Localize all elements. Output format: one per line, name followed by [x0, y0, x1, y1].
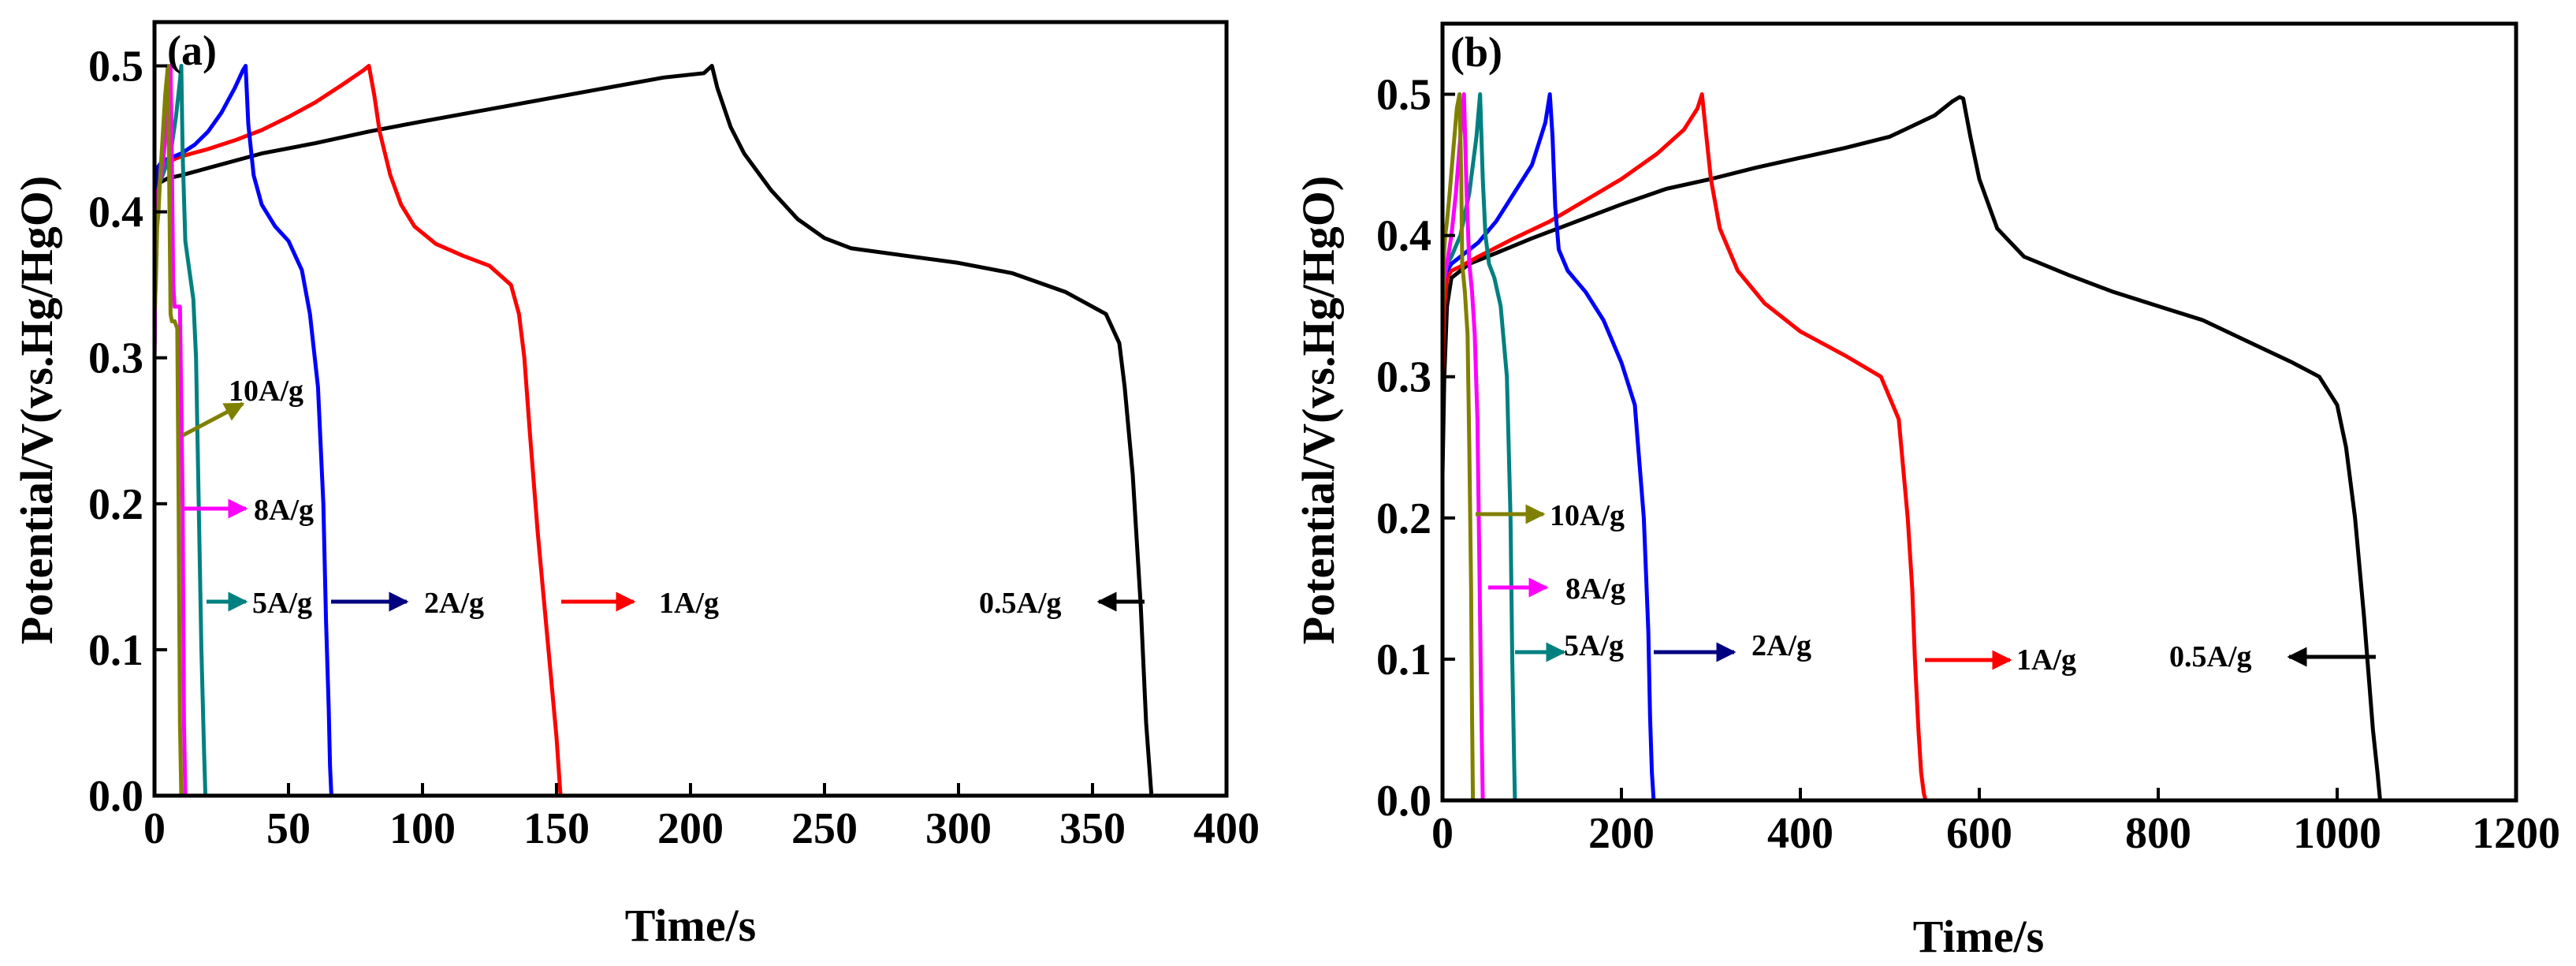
panel-b-y-tick-label: 0.5	[1376, 71, 1431, 120]
panel-a-series-10ag	[152, 64, 184, 798]
panel-a-label: (a)	[167, 27, 217, 74]
panel-b-frame	[1440, 21, 2518, 803]
panel-a-x-tick-label: 50	[266, 804, 311, 853]
panel-a-x-tick-labels: 0 50 100 150 200 250 300 350 400	[143, 804, 1260, 853]
panel-b-y-tick-label: 0.2	[1376, 494, 1431, 543]
panel-b-x-tick-label: 200	[1588, 809, 1655, 858]
panel-b-x-tick-label: 1200	[2472, 809, 2560, 858]
panel-a-y-axis-title: Potential/V(vs.Hg/HgO)	[11, 176, 62, 644]
panel-a-y-tick-label: 0.0	[88, 772, 143, 821]
panel-a-arrow-10ag	[181, 401, 245, 438]
panel-a-annotation-2ag: 2A/g	[424, 587, 484, 620]
panel-b-label: (b)	[1450, 28, 1502, 76]
panel-a-x-axis-title: Time/s	[625, 900, 757, 951]
panel-b-y-axis-title: Potential/V(vs.Hg/HgO)	[1293, 176, 1344, 644]
panel-a-x-tick-label: 350	[1059, 804, 1126, 853]
panel-a-curves	[152, 64, 1154, 798]
panel-b-x-tick-label: 0	[1431, 809, 1454, 858]
panel-a-y-tick-label: 0.2	[88, 480, 143, 529]
panel-a-x-tick-label: 400	[1193, 804, 1260, 853]
panel-a-series-05ag	[152, 64, 1154, 798]
panel-a-x-tick-label: 200	[657, 804, 724, 853]
panel-a-series-1ag	[152, 64, 563, 798]
panel-a-frame	[152, 20, 1229, 798]
panel-a-annotation-5ag: 5A/g	[252, 587, 312, 620]
panel-b-series-05ag	[1440, 95, 2382, 803]
panel-b-x-tick-label: 400	[1767, 809, 1833, 858]
panel-b-y-tick-label: 0.1	[1376, 636, 1431, 684]
panel-b-curves	[1440, 92, 2382, 803]
panel-b-annotation-2ag: 2A/g	[1751, 629, 1811, 662]
panel-b-y-tick-labels: 0.0 0.1 0.2 0.3 0.4 0.5	[1376, 71, 1431, 826]
panel-b-annotation-05ag: 0.5A/g	[2169, 640, 2252, 673]
panel-b-x-axis-title: Time/s	[1913, 911, 2045, 962]
panel-b-y-tick-label: 0.0	[1376, 777, 1431, 826]
panel-b-x-tick-label: 800	[2125, 809, 2191, 858]
panel-a: (a) 0 50 100 150 200 250 300 350 400 0.00.10.20.…	[11, 20, 1260, 951]
panel-a-annotation-05ag: 0.5A/g	[979, 587, 1062, 620]
panel-b-annotation-8ag: 8A/g	[1565, 573, 1625, 606]
panel-b-annotation-5ag: 5A/g	[1564, 629, 1624, 662]
panel-a-y-tick-label: 0.5	[88, 43, 143, 91]
panel-a-annotations: 10A/g 8A/g 5A/g 2A/g 1A/g 0.5A/g	[181, 375, 1145, 620]
panel-a-x-tick-label: 0	[143, 804, 166, 853]
panel-a-y-tick-labels: 0.0 0.1 0.2 0.3 0.4 0.5	[88, 43, 143, 821]
panel-b-series-8ag	[1440, 92, 1485, 803]
panel-a-annotation-1ag: 1A/g	[659, 587, 719, 620]
panel-a-y-tick-label: 0.1	[88, 626, 143, 675]
panel-b-y-tick-label: 0.4	[1376, 212, 1431, 261]
panel-a-x-tick-label: 300	[925, 804, 992, 853]
panel-a-x-tick-label: 100	[389, 804, 456, 853]
panel-a-annotation-10ag: 10A/g	[229, 375, 303, 408]
panel-b-x-tick-label: 1000	[2293, 809, 2381, 858]
panel-b-annotation-10ag: 10A/g	[1550, 499, 1625, 532]
panel-a-y-tick-label: 0.3	[88, 334, 143, 383]
panel-b-x-tick-label: 600	[1946, 809, 2012, 858]
panel-b-series-1ag	[1440, 92, 1928, 803]
panel-b-annotation-1ag: 1A/g	[2016, 643, 2076, 677]
panel-b-series-5ag	[1440, 92, 1517, 803]
panel-a-x-tick-label: 150	[523, 804, 590, 853]
panel-b-ticks	[1441, 92, 2518, 802]
panel-b: (b) 0 200 400 600 800 1000 1200 0.00.10.20.30.…	[1293, 21, 2560, 962]
panel-b-series-2ag	[1440, 92, 1656, 803]
panel-a-x-tick-label: 250	[791, 804, 858, 853]
panel-a-annotation-8ag: 8A/g	[254, 494, 314, 527]
panel-b-y-tick-label: 0.3	[1376, 353, 1431, 402]
panel-b-annotations: 10A/g 8A/g 5A/g 2A/g 1A/g 0.5A/g	[1476, 499, 2376, 677]
panel-b-series-10ag	[1440, 92, 1476, 803]
panel-a-y-tick-label: 0.4	[88, 188, 143, 237]
panel-a-ticks	[153, 64, 1228, 797]
panel-b-x-tick-labels: 0 200 400 600 800 1000 1200	[1431, 809, 2560, 858]
